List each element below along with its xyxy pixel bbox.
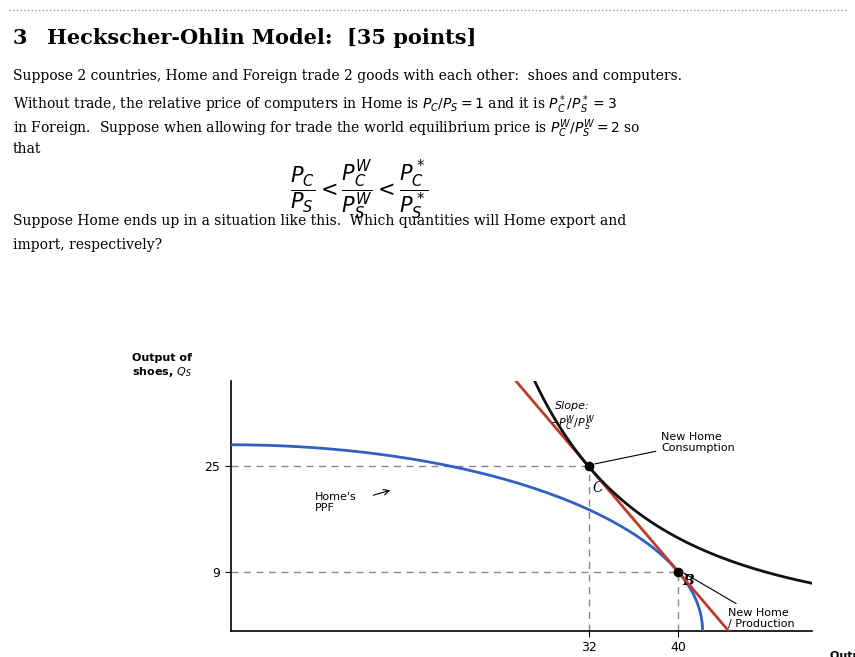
Text: Output of
shoes, $Q_S$: Output of shoes, $Q_S$ (132, 353, 192, 378)
Text: 3: 3 (13, 28, 27, 47)
Text: import, respectively?: import, respectively? (13, 238, 162, 252)
Text: Output of
computers, $Q_c$: Output of computers, $Q_c$ (829, 650, 855, 657)
Text: Without trade, the relative price of computers in Home is $P_C/P_S = 1$ and it i: Without trade, the relative price of com… (13, 93, 616, 116)
Text: New Home
Consumption: New Home Consumption (595, 432, 735, 464)
Text: Suppose 2 countries, Home and Foreign trade 2 goods with each other:  shoes and : Suppose 2 countries, Home and Foreign tr… (13, 69, 681, 83)
Text: Slope:
$-P_C^W/P_S^W$: Slope: $-P_C^W/P_S^W$ (549, 401, 595, 433)
Text: C: C (592, 481, 603, 495)
Text: Suppose Home ends up in a situation like this.  Which quantities will Home expor: Suppose Home ends up in a situation like… (13, 214, 626, 227)
Text: New Home
/ Production: New Home / Production (684, 573, 795, 629)
Text: B: B (682, 574, 694, 587)
Text: that: that (13, 142, 41, 156)
Text: $\dfrac{P_C}{P_S} < \dfrac{P_C^W}{P_S^W} < \dfrac{P_C^*}{P_S^*}$: $\dfrac{P_C}{P_S} < \dfrac{P_C^W}{P_S^W}… (290, 159, 428, 222)
Text: Home's
PPF: Home's PPF (315, 492, 357, 513)
Text: Heckscher-Ohlin Model:  [35 points]: Heckscher-Ohlin Model: [35 points] (47, 28, 476, 47)
Text: in Foreign.  Suppose when allowing for trade the world equilibrium price is $P_C: in Foreign. Suppose when allowing for tr… (13, 118, 640, 140)
